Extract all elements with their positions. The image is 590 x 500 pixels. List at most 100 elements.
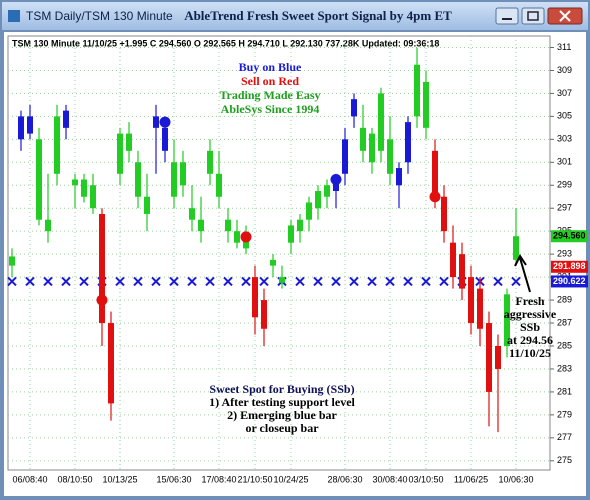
candle-body [270,259,276,266]
candle-body [261,300,267,329]
window-buttons[interactable] [495,7,583,25]
ssb-note: 2) Emerging blue bar [227,408,337,422]
fresh-note: 11/10/25 [509,346,551,360]
chart-title: AbleTrend Fresh Sweet Sport Signal by 4p… [184,8,452,23]
y-tick-label: 279 [557,409,572,419]
candle-body [72,179,78,186]
support-marker [313,276,323,287]
app-icon [8,10,20,22]
support-marker [421,276,431,287]
candle-body [180,162,186,186]
candle-body [369,133,375,163]
support-marker [295,276,305,287]
candle-body [324,185,330,197]
candle-body [63,110,69,128]
candle-body [486,323,492,392]
candle-body [414,64,420,117]
price-label-box [551,260,588,273]
y-tick-label: 285 [557,340,572,350]
candle-body [405,122,411,163]
plot-border [7,35,551,471]
y-tick-label: 311 [557,42,571,52]
candle-body [243,236,249,249]
signal-dot [330,174,342,186]
candle-body [189,208,195,220]
candle-body [135,162,141,197]
window-title: TSM Daily/TSM 130 Minute [26,9,173,23]
y-tick-label: 299 [557,180,572,190]
support-marker [115,276,125,287]
support-marker [349,276,359,287]
x-tick-label: 10/06:30 [498,474,533,484]
candle-body [459,254,465,289]
y-tick-label: 293 [557,249,572,259]
candle-body [18,116,24,140]
support-marker [511,276,521,287]
candle-body [495,346,501,369]
candle-body [162,127,168,151]
support-marker [331,276,341,287]
candle-body [225,219,231,232]
candle-body [234,231,240,243]
x-tick-label: 10/13/25 [102,474,137,484]
candle-body [441,196,447,232]
signal-dot [429,191,441,203]
fresh-note: SSb [520,320,540,334]
candle-body [396,168,402,186]
candle-body [216,173,222,197]
legend-note: Sell on Red [241,74,299,88]
candle-body [477,288,483,329]
x-tick-label: 03/10:50 [408,474,443,484]
support-marker [43,276,53,287]
x-tick-label: 06/08:40 [12,474,47,484]
candle-body [81,179,87,197]
support-marker [385,276,395,287]
signal-dot [240,231,252,243]
legend-note: Buy on Blue [239,60,302,74]
legend-note: Trading Made Easy [219,88,320,102]
x-tick-label: 17/08:40 [201,474,236,484]
price-label: 290.622 [553,276,586,286]
y-tick-label: 289 [557,294,572,304]
signal-dot [96,294,108,306]
candle-body [351,99,357,117]
y-tick-label: 283 [557,363,572,373]
candle-body [45,219,51,232]
candle-body [288,225,294,243]
candle-body [387,139,393,174]
minimize-button[interactable] [495,7,519,25]
ssb-note: 1) After testing support level [209,395,355,409]
support-marker [367,276,377,287]
candle-body [333,179,339,191]
y-tick-label: 277 [557,432,572,442]
x-tick-label: 11/06/25 [454,474,488,484]
x-tick-label: 21/10:50 [237,474,272,484]
candle-body [315,191,321,209]
support-marker [7,276,17,287]
fresh-note: at 294.56 [507,333,553,347]
candle-body [99,213,105,324]
legend-note: AbleSys Since 1994 [221,102,320,116]
price-label-box [551,275,588,288]
y-tick-label: 297 [557,203,572,213]
maximize-button[interactable] [521,7,545,25]
candle-body [153,116,159,128]
support-marker [403,276,413,287]
y-tick-label: 303 [557,134,572,144]
candle-body [423,81,429,128]
candle-body [513,236,519,260]
candle-body [207,150,213,174]
price-label-box [551,230,588,243]
candle-body [117,133,123,174]
support-marker [439,276,449,287]
x-tick-label: 15/06:30 [156,474,191,484]
signal-dot [159,116,171,128]
support-marker [187,276,197,287]
support-marker [25,276,35,287]
y-tick-label: 305 [557,111,572,121]
support-marker [169,276,179,287]
candle-body [342,139,348,174]
candle-body [126,133,132,151]
